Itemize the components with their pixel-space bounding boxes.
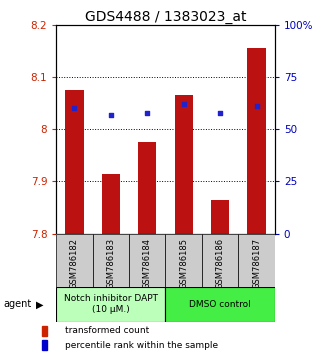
Text: GSM786184: GSM786184 xyxy=(143,238,152,289)
Text: DMSO control: DMSO control xyxy=(189,300,251,309)
Bar xyxy=(238,234,275,287)
Text: agent: agent xyxy=(3,299,31,309)
Text: GSM786183: GSM786183 xyxy=(106,238,116,289)
Point xyxy=(181,101,186,107)
Bar xyxy=(129,234,166,287)
Text: GSM786186: GSM786186 xyxy=(215,238,225,289)
Bar xyxy=(56,234,93,287)
Bar xyxy=(42,326,47,336)
Text: GSM786187: GSM786187 xyxy=(252,238,261,289)
Bar xyxy=(66,90,83,234)
Bar xyxy=(102,173,120,234)
Bar xyxy=(202,234,238,287)
Text: Notch inhibitor DAPT
(10 μM.): Notch inhibitor DAPT (10 μM.) xyxy=(64,295,158,314)
Title: GDS4488 / 1383023_at: GDS4488 / 1383023_at xyxy=(85,10,246,24)
Point xyxy=(217,110,223,115)
Bar xyxy=(138,142,156,234)
Text: GSM786182: GSM786182 xyxy=(70,238,79,289)
Point xyxy=(108,112,114,118)
Bar xyxy=(166,287,275,322)
Point xyxy=(145,110,150,115)
Bar xyxy=(174,95,193,234)
Bar xyxy=(93,234,129,287)
Text: transformed count: transformed count xyxy=(65,326,149,336)
Bar xyxy=(166,234,202,287)
Point xyxy=(72,105,77,111)
Point xyxy=(254,103,259,109)
Text: percentile rank within the sample: percentile rank within the sample xyxy=(65,341,218,350)
Bar xyxy=(211,200,229,234)
Text: GSM786185: GSM786185 xyxy=(179,238,188,289)
Bar xyxy=(42,340,47,350)
Bar xyxy=(56,287,166,322)
Text: ▶: ▶ xyxy=(36,299,44,309)
Bar xyxy=(247,48,265,234)
